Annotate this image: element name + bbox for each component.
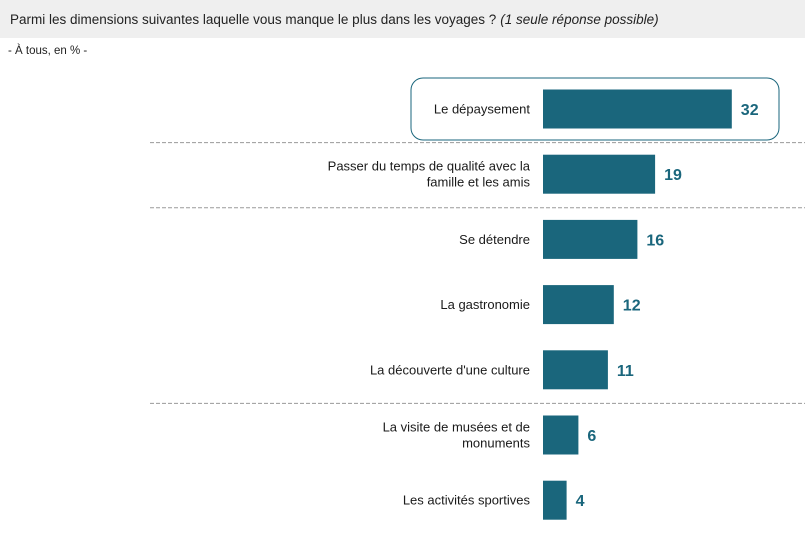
category-label-line: Se détendre bbox=[459, 232, 530, 247]
bar-1 bbox=[543, 154, 656, 194]
category-label-line: Le dépaysement bbox=[434, 102, 531, 117]
question-note: (1 seule réponse possible) bbox=[500, 11, 659, 27]
category-label-line: La visite de musées et de bbox=[383, 420, 530, 435]
category-label-2: Se détendre bbox=[459, 232, 530, 247]
category-label-line: monuments bbox=[462, 436, 530, 451]
bar-4 bbox=[543, 350, 608, 390]
bar-0 bbox=[543, 89, 732, 129]
question-header: Parmi les dimensions suivantes laquelle … bbox=[0, 0, 805, 38]
highlight-frame bbox=[410, 77, 780, 141]
value-label-0: 32 bbox=[741, 102, 759, 119]
category-label-1: Passer du temps de qualité avec la famill… bbox=[328, 159, 531, 190]
category-label-line: Les activités sportives bbox=[403, 493, 531, 508]
category-label-line: La découverte d'une culture bbox=[370, 362, 530, 377]
category-label-0: Le dépaysement bbox=[434, 102, 531, 117]
value-label-3: 12 bbox=[623, 298, 641, 315]
value-label-6: 4 bbox=[576, 493, 585, 510]
category-label-3: La gastronomie bbox=[440, 297, 530, 312]
value-label-1: 19 bbox=[664, 167, 682, 184]
category-label-5: La visite de musées et de monuments bbox=[383, 420, 531, 451]
category-label-line: famille et les amis bbox=[427, 175, 531, 190]
value-label-2: 16 bbox=[646, 232, 664, 249]
bar-3 bbox=[543, 285, 614, 325]
value-label-4: 11 bbox=[617, 363, 634, 380]
question-text: Parmi les dimensions suivantes laquelle … bbox=[10, 11, 497, 27]
bar-6 bbox=[543, 480, 567, 520]
category-label-4: La découverte d'une culture bbox=[370, 362, 530, 377]
bar-2 bbox=[543, 219, 638, 259]
base-note: - À tous, en % - bbox=[8, 45, 88, 57]
category-label-6: Les activités sportives bbox=[403, 493, 531, 508]
category-label-line: Passer du temps de qualité avec la bbox=[328, 159, 531, 174]
category-label-line: La gastronomie bbox=[440, 297, 530, 312]
bar-5 bbox=[543, 415, 579, 455]
value-label-5: 6 bbox=[587, 428, 596, 445]
